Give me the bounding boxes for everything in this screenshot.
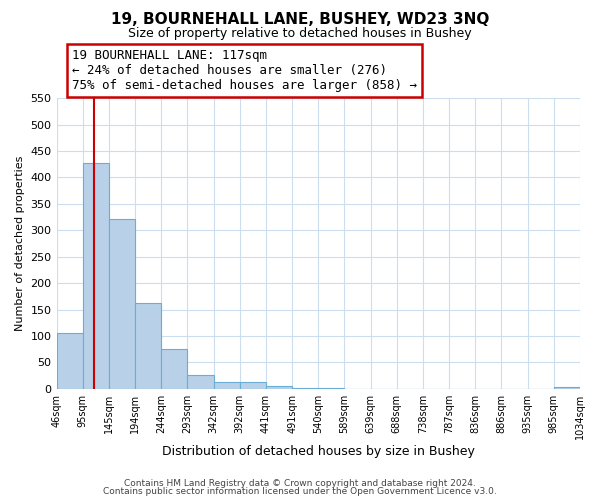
- Text: 19, BOURNEHALL LANE, BUSHEY, WD23 3NQ: 19, BOURNEHALL LANE, BUSHEY, WD23 3NQ: [111, 12, 489, 28]
- Bar: [214, 382, 240, 389]
- Y-axis label: Number of detached properties: Number of detached properties: [15, 156, 25, 331]
- Bar: [109, 218, 135, 389]
- Bar: [135, 302, 161, 389]
- Bar: [83, 162, 109, 389]
- Text: Contains public sector information licensed under the Open Government Licence v3: Contains public sector information licen…: [103, 488, 497, 496]
- Bar: [266, 386, 292, 389]
- Bar: [554, 387, 580, 389]
- Text: 19 BOURNEHALL LANE: 117sqm
← 24% of detached houses are smaller (276)
75% of sem: 19 BOURNEHALL LANE: 117sqm ← 24% of deta…: [72, 50, 417, 92]
- Text: Size of property relative to detached houses in Bushey: Size of property relative to detached ho…: [128, 28, 472, 40]
- X-axis label: Distribution of detached houses by size in Bushey: Distribution of detached houses by size …: [162, 444, 475, 458]
- Bar: [240, 382, 266, 389]
- Bar: [187, 374, 214, 389]
- Bar: [161, 349, 187, 389]
- Text: Contains HM Land Registry data © Crown copyright and database right 2024.: Contains HM Land Registry data © Crown c…: [124, 478, 476, 488]
- Bar: [292, 388, 318, 389]
- Bar: [318, 388, 344, 389]
- Bar: [56, 334, 83, 389]
